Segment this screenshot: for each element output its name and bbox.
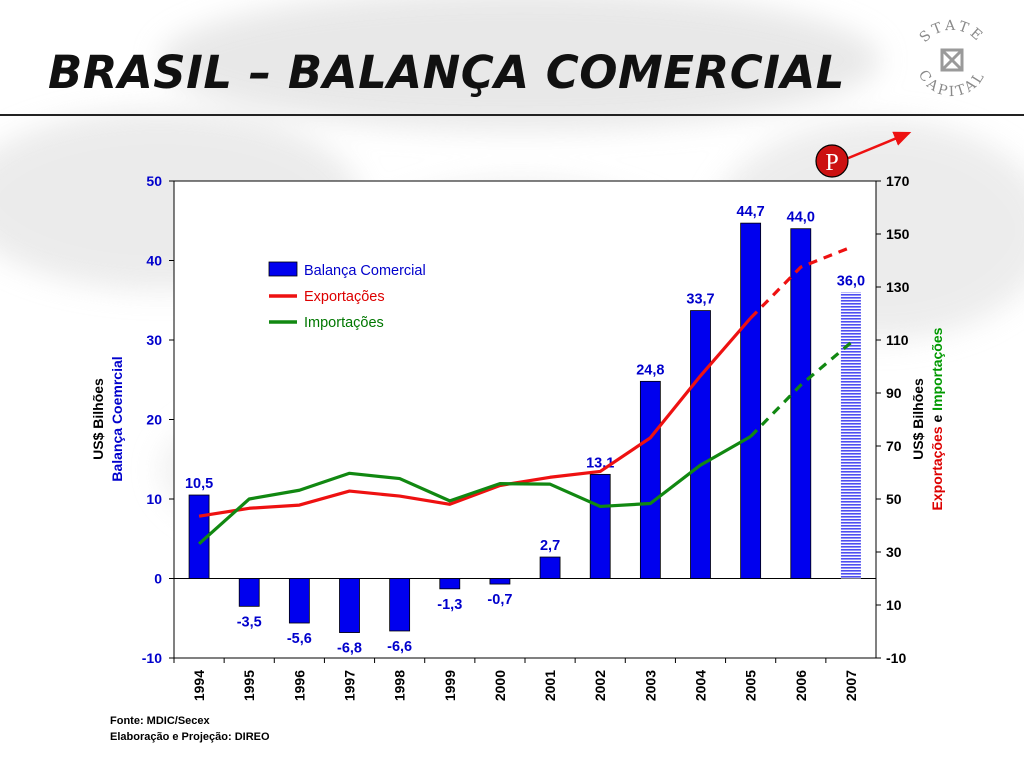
projection-marker-label: P	[825, 150, 838, 176]
right-axis-title: US$ Bilhões Exportações e Importações	[910, 327, 945, 510]
bar-data-label: -5,6	[287, 631, 312, 647]
projection-marker: P	[815, 131, 912, 178]
x-axis-tick-label: 2007	[843, 670, 859, 701]
left-axis-tick-label: 40	[146, 253, 162, 269]
right-axis-title-imports: Importações	[929, 327, 945, 410]
bar-balance-2006	[790, 228, 812, 579]
projection-arrow-icon	[845, 131, 912, 161]
left-axis-title: US$ Bilhões Balança Coemrcial	[90, 356, 125, 481]
bar-data-label: -0,7	[487, 592, 512, 608]
left-axis-tick-label: 0	[154, 571, 162, 587]
x-axis-tick-label: 1995	[241, 670, 257, 701]
footer-credit: Elaboração e Projeção: DIREO	[110, 731, 270, 743]
right-axis-tick-label: 150	[886, 226, 910, 242]
x-axis-tick-label: 2006	[793, 670, 809, 701]
bar-balance-1996	[288, 578, 310, 624]
bar-data-label: 44,7	[737, 204, 765, 220]
bar-balance-2004	[690, 310, 711, 579]
left-axis-tick-label: 20	[146, 412, 162, 428]
x-axis-tick-label: 2004	[693, 670, 709, 701]
x-axis-tick-label: 2001	[542, 670, 558, 701]
exports-projection-line	[749, 245, 852, 320]
bar-data-label: 33,7	[686, 292, 714, 308]
bar-balance-2005	[740, 222, 762, 579]
x-axis-tick-label: 1996	[291, 670, 307, 701]
left-axis-tick-label: 30	[146, 332, 162, 348]
left-axis-title-line1: US$ Bilhões	[90, 378, 106, 460]
bar-balance-2001	[539, 556, 561, 579]
bar-balance-2000	[489, 578, 511, 585]
legend-label-imports: Importações	[304, 315, 384, 331]
legend-label-exports: Exportações	[304, 289, 385, 305]
left-axis-tick-label: 10	[146, 491, 162, 507]
bar-balance-1995	[238, 578, 260, 607]
right-axis-title-join: e	[929, 411, 945, 427]
projection-marker-circle	[815, 144, 849, 178]
left-axis-title-line2: Balança Coemrcial	[109, 356, 125, 481]
right-axis-title-exports: Exportações	[929, 426, 945, 510]
legend-swatch-balance	[268, 261, 298, 277]
right-axis-title-line2: Exportações e Importações	[929, 327, 945, 510]
bar-data-label: 10,5	[185, 476, 213, 492]
bar-data-label: -3,5	[237, 614, 262, 630]
right-axis-tick-label: 70	[886, 438, 902, 454]
logo-emblem-icon	[940, 48, 964, 72]
bar-data-label: 44,0	[787, 210, 815, 226]
bar-data-label: 36,0	[837, 273, 865, 289]
right-axis-tick-label: 50	[886, 491, 902, 507]
bar-data-label: -6,8	[337, 641, 362, 657]
x-axis-tick-label: 1997	[342, 670, 358, 701]
x-axis-tick-label: 2002	[592, 670, 608, 701]
x-axis-tick-label: 1999	[442, 670, 458, 701]
bar-data-label: 2,7	[540, 538, 560, 554]
right-axis-title-line1: US$ Bilhões	[910, 378, 926, 460]
imports-projection-line	[749, 341, 852, 438]
right-axis-tick-label: 170	[886, 173, 910, 189]
bar-data-label: 24,8	[636, 362, 664, 378]
bar-balance-2002	[589, 473, 611, 579]
bar-data-label: -1,3	[437, 597, 462, 613]
x-axis-tick-label: 2003	[642, 670, 658, 701]
right-axis-tick-label: 90	[886, 385, 902, 401]
x-axis-tick-label: 1994	[191, 670, 207, 701]
state-capital-logo: STATE CAPITAL	[915, 18, 986, 100]
legend-label-balance: Balança Comercial	[304, 263, 426, 279]
x-axis-tick-label: 2000	[492, 670, 508, 701]
bar-data-label: -6,6	[387, 639, 412, 655]
x-axis-tick-label: 1998	[392, 670, 408, 701]
footer-source: Fonte: MDIC/Secex	[110, 715, 210, 727]
plot-area	[173, 180, 877, 659]
chart-legend: Balança Comercial Exportações Importaçõe…	[268, 261, 426, 331]
right-axis-tick-label: 30	[886, 544, 902, 560]
bar-balance-1997	[339, 578, 360, 633]
right-axis-tick-label: 110	[886, 332, 909, 348]
bar-balance-1998	[389, 578, 411, 632]
x-axis-tick-label: 2005	[743, 670, 759, 701]
right-axis-tick-label: -10	[886, 650, 906, 666]
bar-balance-1999	[439, 578, 461, 590]
bar-balance-2003	[639, 380, 661, 579]
left-axis-tick-label: 50	[146, 173, 162, 189]
bar-balance-2007	[840, 292, 861, 579]
right-axis-tick-label: 10	[886, 597, 902, 613]
imports-line	[198, 435, 752, 545]
left-axis-tick-label: -10	[142, 650, 162, 666]
right-axis-tick-label: 130	[886, 279, 910, 295]
exports-line	[198, 316, 752, 518]
page-title: BRASIL – BALANÇA COMERCIAL	[48, 46, 845, 99]
title-divider	[0, 114, 1024, 116]
